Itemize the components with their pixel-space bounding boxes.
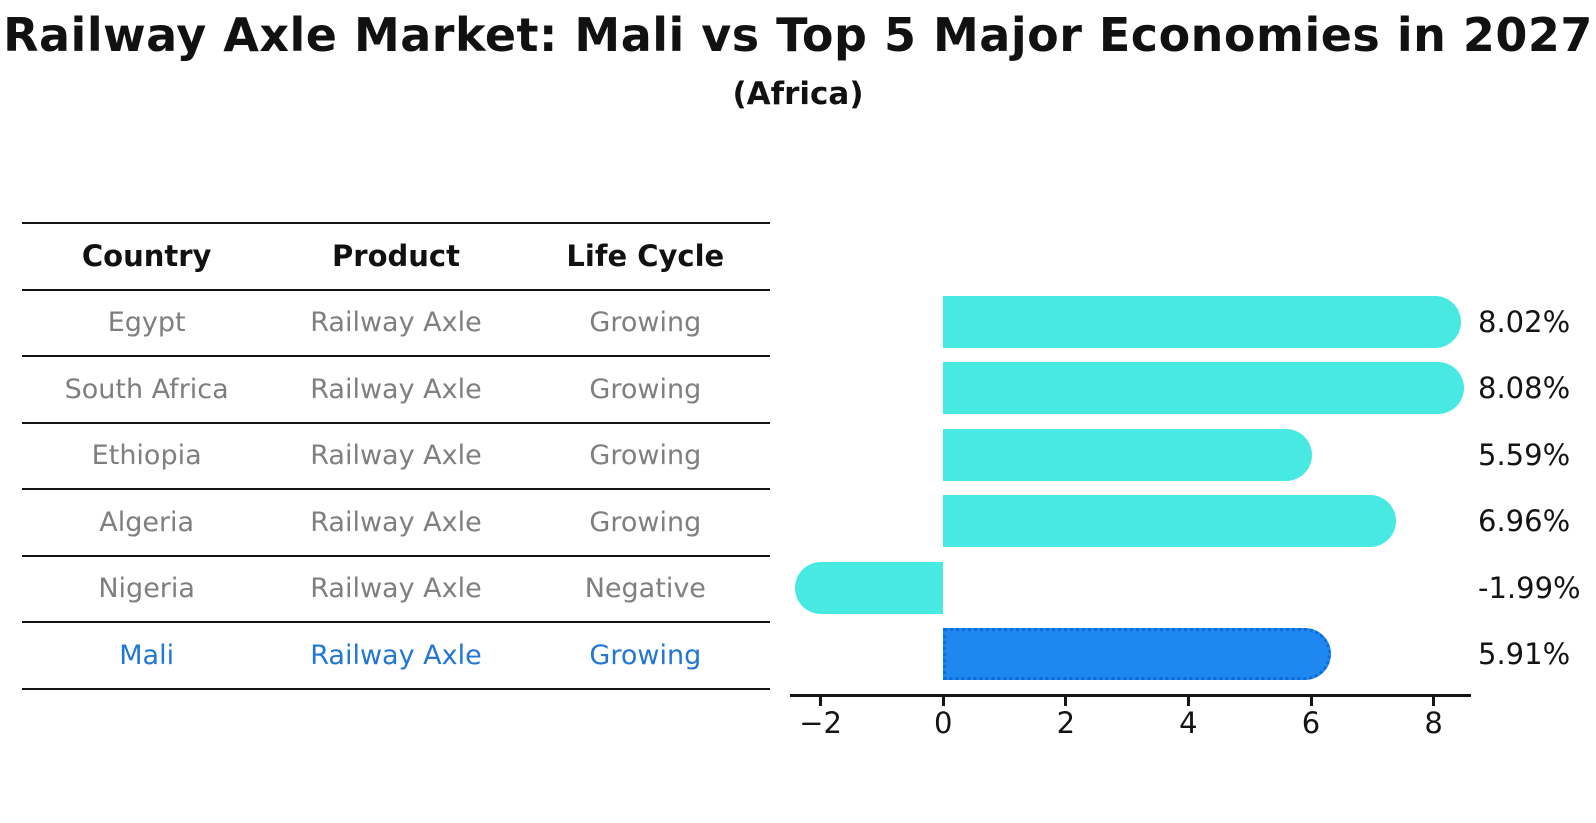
cell-life-cycle: Growing	[589, 639, 702, 671]
cell-life-cycle: Growing	[589, 373, 702, 405]
cell-country: South Africa	[64, 373, 229, 405]
cell-product: Railway Axle	[310, 573, 482, 605]
bar-nigeria	[795, 561, 944, 614]
x-tick--2	[819, 697, 823, 706]
table-row-algeria: Algeria Railway Axle Growing	[22, 490, 770, 557]
bar-value-label-nigeria: -1.99%	[1478, 570, 1581, 605]
table-row-egypt: Egypt Railway Axle Growing	[22, 291, 770, 357]
table-row-nigeria: Nigeria Railway Axle Negative	[22, 557, 770, 623]
chart-title: Railway Axle Market: Mali vs Top 5 Major…	[3, 8, 1593, 62]
bar-value-label-mali: 5.91%	[1478, 637, 1571, 672]
cell-life-cycle: Growing	[589, 307, 702, 339]
cell-country: Ethiopia	[91, 440, 202, 472]
x-tick-2	[1064, 697, 1068, 706]
bar-south-africa	[943, 362, 1465, 415]
table-row-south-africa: South Africa Railway Axle Growing	[22, 357, 770, 424]
bar-value-label-algeria: 6.96%	[1478, 504, 1571, 539]
bar-value-label-egypt: 8.02%	[1478, 304, 1571, 339]
bar-egypt	[943, 295, 1461, 348]
cell-life-cycle: Growing	[589, 506, 702, 538]
table-header-country: Country	[81, 239, 212, 274]
bar-value-label-south-africa: 8.08%	[1478, 371, 1571, 406]
cell-country: Mali	[119, 639, 175, 671]
x-tick-label-4: 4	[1179, 706, 1198, 740]
cell-product: Railway Axle	[310, 373, 482, 405]
x-tick-6	[1309, 697, 1313, 706]
x-tick-label-8: 8	[1424, 706, 1443, 740]
x-tick-4	[1186, 697, 1190, 706]
x-tick-label-2: 2	[1056, 706, 1076, 740]
table-header-row: Country Product Life Cycle	[22, 224, 770, 291]
x-tick-label--2: −2	[799, 706, 842, 740]
cell-product: Railway Axle	[310, 639, 482, 671]
table-header-product: Product	[332, 239, 460, 274]
bar-value-label-ethiopia: 5.59%	[1478, 437, 1571, 472]
cell-product: Railway Axle	[310, 307, 482, 339]
x-tick-8	[1432, 697, 1436, 706]
country-table: Country Product Life Cycle Egypt Railway Ax…	[22, 222, 770, 690]
x-tick-label-6: 6	[1301, 706, 1321, 740]
bar-ethiopia	[943, 428, 1312, 481]
cell-life-cycle: Negative	[584, 573, 706, 605]
cell-life-cycle: Growing	[589, 440, 702, 472]
x-tick-0	[941, 697, 945, 706]
cell-country: Algeria	[99, 506, 195, 538]
table-row-ethiopia: Ethiopia Railway Axle Growing	[22, 424, 770, 490]
table-header-life-cycle: Life Cycle	[566, 239, 725, 274]
x-axis-line	[790, 694, 1471, 697]
chart-subtitle: (Africa)	[732, 76, 864, 112]
table-row-mali: Mali Railway Axle Growing	[22, 623, 770, 690]
cell-country: Nigeria	[98, 573, 195, 605]
bar-mali	[943, 628, 1332, 681]
x-tick-label-0: 0	[933, 706, 953, 740]
cell-country: Egypt	[107, 307, 186, 339]
cell-product: Railway Axle	[310, 506, 482, 538]
cell-product: Railway Axle	[310, 440, 482, 472]
table-body: Egypt Railway Axle Growing South Africa Rail…	[22, 291, 770, 690]
bar-algeria	[943, 495, 1396, 548]
